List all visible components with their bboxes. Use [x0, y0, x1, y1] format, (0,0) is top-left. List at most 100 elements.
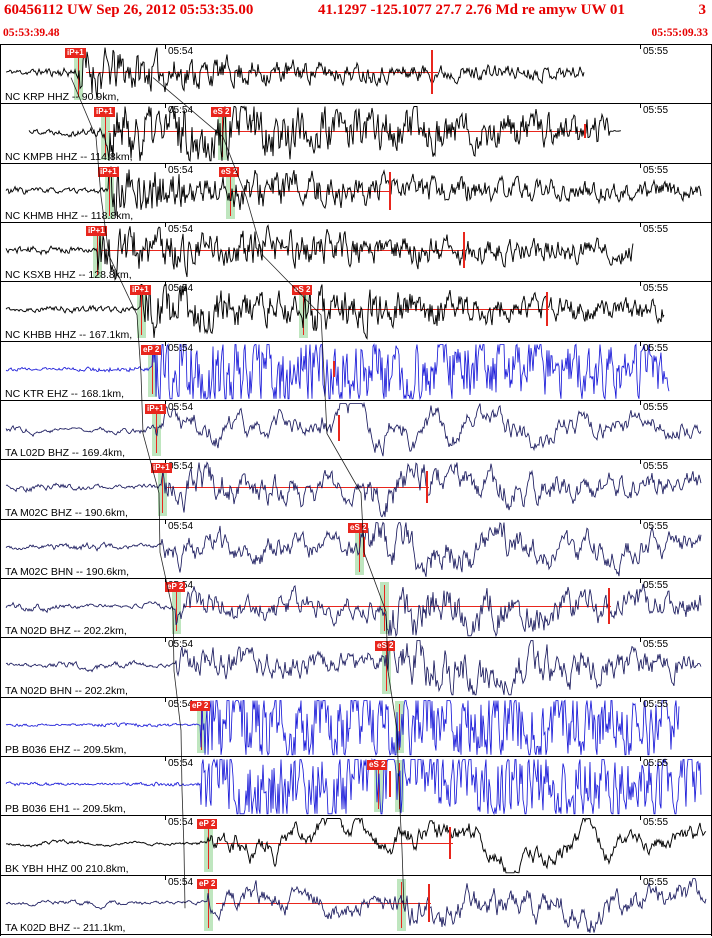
- time-tick-label: 05:54: [168, 520, 194, 532]
- trace-row[interactable]: 05:54 05:55 iP+1 eS 2 NC KMPB HHZ -- 114.8km…: [1, 104, 711, 164]
- time-tick: [640, 578, 641, 583]
- trace-row[interactable]: 05:54 05:55 eP 2 PB B036 EHZ -- 209.5km,: [1, 697, 711, 757]
- time-tick: [640, 341, 641, 346]
- time-tick: [640, 460, 641, 465]
- time-tick-label: 05:54: [168, 757, 194, 769]
- station-label: TA M02C BHZ -- 190.6km,: [5, 506, 128, 519]
- time-tick-label: 05:54: [168, 283, 194, 295]
- station-label: NC KTR EHZ -- 168.1km,: [5, 387, 125, 400]
- amplitude-marker[interactable]: [449, 827, 451, 860]
- amplitude-marker[interactable]: [426, 471, 428, 504]
- trace-row[interactable]: 05:54 05:55 eS 2 PB B036 EH1 -- 209.5km,: [1, 756, 711, 817]
- time-tick-label: 05:54: [168, 876, 194, 888]
- station-label: PB B036 EH1 -- 209.5km,: [5, 803, 126, 816]
- coda-line: [86, 72, 438, 73]
- time-tick: [165, 282, 166, 287]
- pick-flag[interactable]: iP+1: [151, 463, 172, 474]
- amplitude-marker[interactable]: [608, 587, 610, 624]
- trace-row[interactable]: 05:54 05:55 iP+1 eS 2 NC KHBB HHZ -- 167.1km…: [1, 282, 711, 342]
- event-id-time: 60456112 UW Sep 26, 2012 05:53:35.00: [4, 2, 254, 18]
- time-tick-label: 05:54: [168, 105, 194, 117]
- pick-flag[interactable]: iP+1: [86, 225, 107, 236]
- time-tick: [640, 756, 641, 761]
- station-label: NC KHBB HHZ -- 167.1km,: [5, 328, 133, 341]
- time-tick: [640, 222, 641, 227]
- amplitude-marker[interactable]: [584, 124, 586, 139]
- trace-row[interactable]: 05:54 05:55 eS 2 TA M02C BHN -- 190.6km,: [1, 519, 711, 579]
- pick-flag[interactable]: eP 2: [197, 878, 218, 889]
- station-label: NC KRP HHZ -- 90.9km,: [5, 91, 120, 104]
- pick-flag[interactable]: eP 2: [197, 819, 218, 830]
- amplitude-marker[interactable]: [463, 231, 465, 268]
- trace-row[interactable]: 05:54 05:55 iP+1 TA L02D BHZ -- 169.4km,: [1, 400, 711, 461]
- time-tick-label: 05:54: [168, 639, 194, 651]
- waveform[interactable]: [1, 45, 711, 104]
- time-tick: [640, 697, 641, 702]
- time-tick: [165, 816, 166, 821]
- time-tick: [165, 163, 166, 168]
- trace-row[interactable]: 05:54 05:55 eP 2 TA K02D BHZ -- 211.1km,: [1, 875, 711, 935]
- time-tick: [165, 222, 166, 227]
- amplitude-marker[interactable]: [338, 414, 340, 441]
- pick-flag[interactable]: eS 2: [375, 641, 396, 652]
- station-label: NC KHMB HHZ -- 118.8km,: [5, 209, 134, 222]
- amplitude-marker[interactable]: [363, 536, 365, 557]
- trace-row[interactable]: 05:54 05:55 iP+1 TA M02C BHZ -- 190.6km,: [1, 460, 711, 520]
- trace-stack: 05:54 05:55 iP+1 NC KRP HHZ -- 90.9km, 05:54…: [0, 44, 712, 936]
- time-tick: [165, 638, 166, 643]
- trace-row[interactable]: 05:54 05:55 iP+1 NC KRP HHZ -- 90.9km,: [1, 45, 711, 105]
- time-tick-label: 05:55: [643, 105, 669, 117]
- pick-flag[interactable]: eP 2: [190, 700, 211, 711]
- time-tick: [640, 638, 641, 643]
- time-tick-label: 05:55: [643, 46, 669, 57]
- amplitude-marker[interactable]: [333, 360, 335, 377]
- time-tick-label: 05:55: [643, 579, 669, 591]
- amplitude-marker[interactable]: [389, 770, 391, 797]
- time-tick: [165, 45, 166, 49]
- amplitude-marker[interactable]: [546, 292, 548, 327]
- time-tick: [640, 400, 641, 405]
- pick-flag[interactable]: iP+1: [65, 48, 86, 58]
- trace-row[interactable]: 05:54 05:55 eS 2 TA N02D BHN -- 202.2km,: [1, 638, 711, 698]
- time-tick: [640, 519, 641, 524]
- pick-flag[interactable]: eP 2: [141, 344, 162, 355]
- station-label: NC KMPB HHZ -- 114.8km,: [5, 150, 133, 163]
- time-tick: [165, 104, 166, 109]
- time-tick-label: 05:54: [168, 223, 194, 235]
- pick-flag[interactable]: eS 2: [211, 107, 232, 118]
- pick-flag[interactable]: eS 2: [367, 759, 388, 770]
- pick-flag[interactable]: eS 2: [348, 522, 369, 533]
- time-tick-label: 05:55: [643, 876, 669, 888]
- amplitude-marker[interactable]: [428, 883, 430, 922]
- pick-flag[interactable]: eP 2: [165, 581, 186, 592]
- pick-flag[interactable]: eS 2: [292, 285, 313, 296]
- pick-flag[interactable]: iP+1: [130, 285, 151, 296]
- amplitude-marker[interactable]: [431, 50, 433, 94]
- station-label: TA L02D BHZ -- 169.4km,: [5, 447, 126, 460]
- time-tick-label: 05:54: [168, 401, 194, 413]
- station-label: TA M02C BHN -- 190.6km,: [5, 565, 130, 578]
- trace-row[interactable]: 05:54 05:55 iP+1 NC KSXB HHZ -- 128.8km,: [1, 222, 711, 283]
- amplitude-marker[interactable]: [389, 171, 391, 210]
- station-label: PB B036 EHZ -- 209.5km,: [5, 743, 127, 756]
- trace-row[interactable]: 05:54 05:55 iP+1 eS 2 NC KHMB HHZ -- 118.8km…: [1, 163, 711, 223]
- time-tick-label: 05:55: [643, 223, 669, 235]
- trace-row[interactable]: 05:54 05:55 eP 2 NC KTR EHZ -- 168.1km,: [1, 341, 711, 401]
- pick-flag[interactable]: iP+1: [94, 107, 115, 118]
- time-tick: [640, 104, 641, 109]
- station-label: TA N02D BHN -- 202.2km,: [5, 684, 128, 697]
- station-label: NC KSXB HHZ -- 128.8km,: [5, 269, 132, 282]
- time-tick-label: 05:55: [643, 283, 669, 295]
- time-tick: [640, 282, 641, 287]
- pick-flag[interactable]: eS 2: [219, 166, 240, 177]
- window-start-time: 05:53:39.48: [3, 27, 60, 39]
- trace-row[interactable]: 05:54 05:55 eP 2 BK YBH HHZ 00 210.8km,: [1, 816, 711, 876]
- time-tick-label: 05:55: [643, 817, 669, 829]
- time-tick: [165, 341, 166, 346]
- time-tick-label: 05:54: [168, 461, 194, 473]
- pick-flag[interactable]: iP+1: [145, 403, 166, 414]
- window-end-time: 05:55:09.33: [651, 27, 708, 39]
- pick-flag[interactable]: iP+1: [98, 166, 119, 177]
